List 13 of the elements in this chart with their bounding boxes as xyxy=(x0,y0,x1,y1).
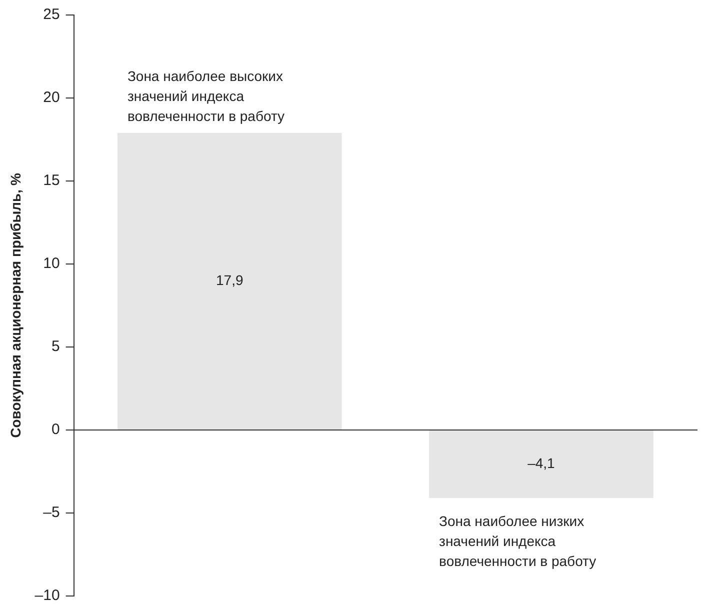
y-axis-title: Совокупная акционерная прибыль, % xyxy=(7,172,24,438)
y-tick-label: 20 xyxy=(43,89,60,106)
y-tick-label: 5 xyxy=(51,338,60,356)
y-tick-label: 0 xyxy=(51,421,60,438)
y-tick-label: –5 xyxy=(43,504,60,522)
annotation: Зона наиболее высоких значений индекса вовлеченности в работу xyxy=(127,68,285,124)
y-tick-label: 25 xyxy=(43,6,60,24)
y-tick-label: 10 xyxy=(43,255,60,272)
data-label: –4,1 xyxy=(528,455,556,472)
data-label: 17,9 xyxy=(216,272,244,288)
y-tick-label: –10 xyxy=(34,587,60,604)
annotation: Зона наиболее низких значений индекса вовлеченности в работу xyxy=(439,513,596,570)
y-tick-label: 15 xyxy=(43,172,60,190)
